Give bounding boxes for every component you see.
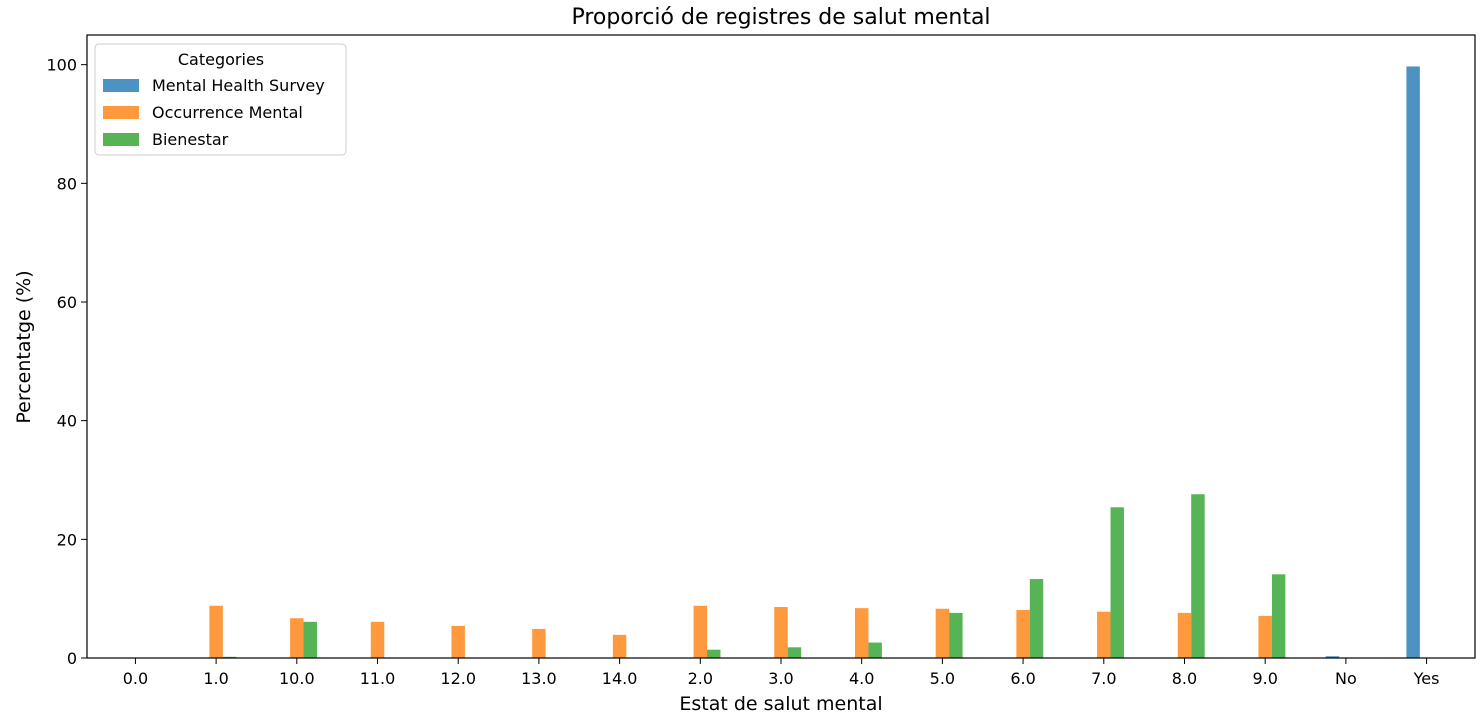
bar-bienestar-2.0: [707, 649, 721, 658]
x-tick-label: 2.0: [688, 669, 713, 688]
y-axis-label: Percentatge (%): [13, 270, 35, 423]
legend-label: Occurrence Mental: [152, 103, 303, 122]
bar-occurrence-mental-6.0: [1016, 609, 1030, 658]
legend-swatch: [103, 106, 139, 119]
x-tick-label: 11.0: [360, 669, 396, 688]
bar-occurrence-mental-5.0: [935, 608, 950, 658]
bar-bienestar-3.0: [787, 647, 802, 658]
x-tick-label: Yes: [1413, 669, 1440, 688]
bar-mental-health-survey-No: [1325, 656, 1340, 658]
y-tick-label: 0: [67, 649, 77, 668]
x-axis: 0.0 1.0 10.0 11.0 12.0 13.0 14.0 2.0 3.0 4.0 5.0 6.…: [123, 658, 1440, 688]
bar-bienestar-9.0: [1271, 574, 1286, 658]
bar-bienestar-6.0: [1029, 579, 1044, 658]
bar-occurrence-mental-13.0: [532, 628, 546, 658]
x-tick-label: 4.0: [849, 669, 874, 688]
x-tick-label: No: [1335, 669, 1357, 688]
bar-bienestar-8.0: [1191, 494, 1205, 658]
y-tick-label: 100: [46, 56, 77, 75]
bar-bienestar-5.0: [949, 612, 963, 658]
bar-occurrence-mental-12.0: [451, 625, 465, 658]
y-tick-label: 40: [57, 412, 77, 431]
x-tick-label: 9.0: [1252, 669, 1277, 688]
legend-title: Categories: [178, 50, 264, 69]
bar-occurrence-mental-2.0: [693, 605, 708, 658]
bar-bienestar-7.0: [1110, 507, 1124, 658]
x-tick-label: 7.0: [1091, 669, 1116, 688]
bar-occurrence-mental-4.0: [854, 608, 869, 658]
bar-occurrence-mental-1.0: [209, 605, 223, 658]
x-tick-label: 13.0: [521, 669, 557, 688]
y-tick-label: 60: [57, 293, 77, 312]
bar-occurrence-mental-10.0: [290, 618, 304, 658]
x-tick-label: 8.0: [1172, 669, 1197, 688]
bar-bienestar-10.0: [303, 621, 317, 658]
bar-occurrence-mental-14.0: [612, 634, 627, 658]
plot-frame: [86, 34, 1476, 659]
legend-swatch: [103, 133, 139, 146]
bar-bienestar-4.0: [868, 642, 882, 658]
legend: Categories Mental Health Survey Occurrenc…: [94, 43, 347, 156]
bar-occurrence-mental-3.0: [774, 606, 788, 658]
x-tick-label: 0.0: [123, 669, 148, 688]
x-tick-label: 5.0: [930, 669, 955, 688]
y-tick-label: 20: [57, 530, 77, 549]
bar-occurrence-mental-7.0: [1097, 611, 1111, 658]
legend-label: Mental Health Survey: [152, 76, 325, 95]
y-tick-label: 80: [57, 174, 77, 193]
x-axis-label: Estat de salut mental: [679, 693, 882, 715]
y-axis: 0 20 40 60 80 100: [46, 56, 87, 668]
legend-label: Bienestar: [152, 130, 229, 149]
x-tick-label: 1.0: [203, 669, 228, 688]
x-tick-label: 12.0: [440, 669, 476, 688]
bars-group: [209, 66, 1420, 659]
x-tick-label: 3.0: [768, 669, 793, 688]
x-tick-label: 6.0: [1010, 669, 1035, 688]
legend-frame: [94, 43, 347, 156]
legend-swatch: [103, 79, 139, 92]
bar-occurrence-mental-9.0: [1258, 615, 1272, 658]
chart-title: Proporció de registres de salut mental: [571, 5, 990, 30]
bar-occurrence-mental-8.0: [1177, 612, 1192, 658]
bar-mental-health-survey-Yes: [1406, 66, 1420, 659]
x-tick-label: 10.0: [279, 669, 315, 688]
x-tick-label: 14.0: [602, 669, 638, 688]
bar-occurrence-mental-11.0: [370, 621, 385, 658]
